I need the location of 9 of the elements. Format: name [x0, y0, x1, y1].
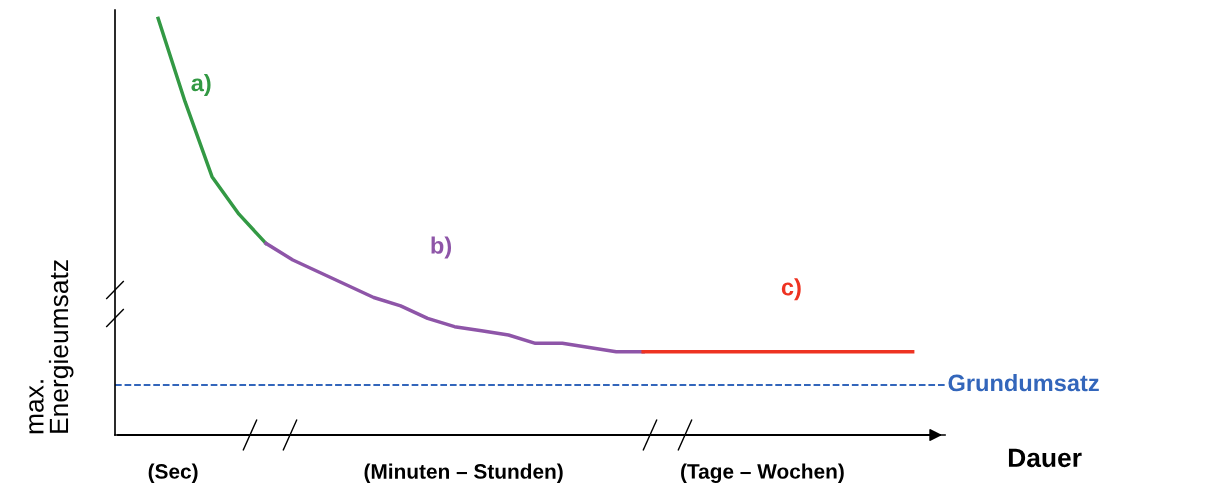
y-axis-title: max. Energieumsatz [29, 260, 74, 434]
text: (Minuten – Stunden) [364, 463, 563, 483]
x-axis-title: Dauer [1008, 448, 1082, 468]
ref-line-label: Grundumsatz [948, 373, 1099, 392]
text: (Tage – Wochen) [681, 463, 844, 484]
text: c) [781, 278, 801, 301]
text: (Sec) [148, 463, 198, 483]
text: b) [431, 236, 452, 259]
series-label: a) [191, 74, 211, 96]
